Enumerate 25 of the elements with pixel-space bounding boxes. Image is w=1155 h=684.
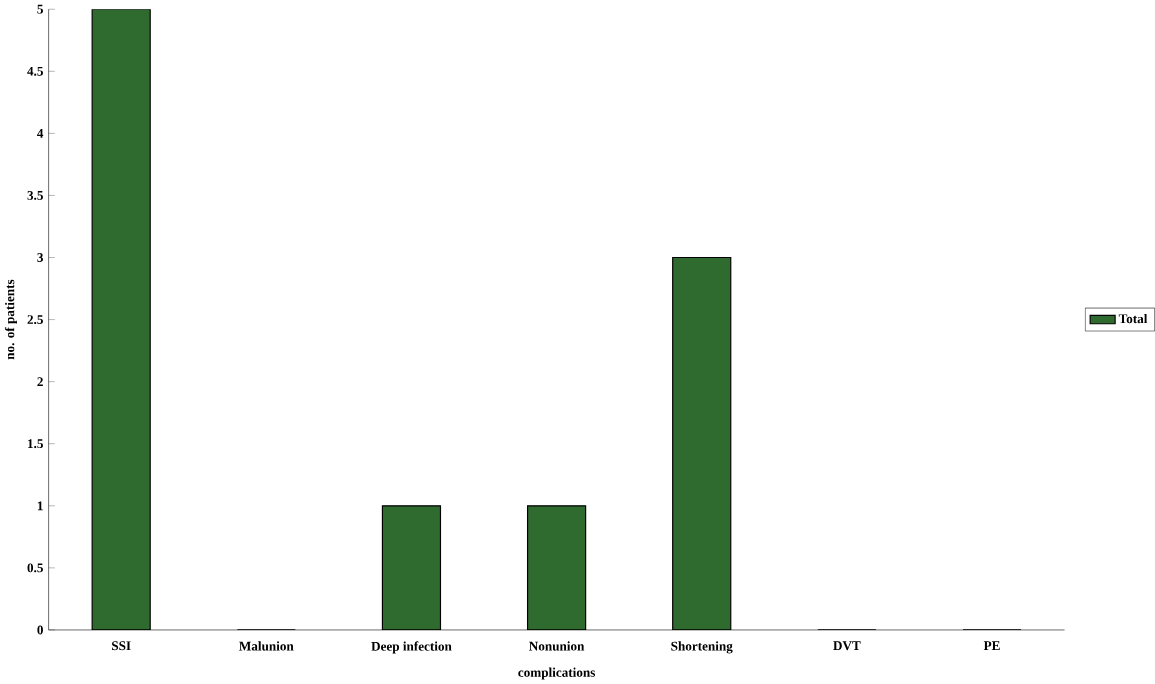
y-axis-title: no. of patients <box>4 279 17 360</box>
bar <box>526 505 587 630</box>
legend-label: Total <box>1118 313 1148 323</box>
bar <box>381 505 442 630</box>
y-tick-label: 1 <box>37 501 43 510</box>
y-tick-label: 0.5 <box>27 563 43 573</box>
y-tick-label: 2 <box>37 377 43 386</box>
y-tick-label: 2.5 <box>27 314 43 324</box>
bar <box>672 256 732 630</box>
x-tick-label: Nonunion <box>529 641 585 651</box>
y-tick-label: 5 <box>37 4 43 14</box>
x-tick-label: DVT <box>833 641 861 650</box>
x-tick-label: SSI <box>112 641 131 650</box>
y-tick-label: 4 <box>37 128 44 138</box>
x-tick-label: Deep infection <box>371 641 452 654</box>
y-tick-label: 1.5 <box>28 439 43 448</box>
y-tick-label: 3.5 <box>27 190 43 200</box>
bar <box>91 9 151 630</box>
x-axis-title: complications <box>518 667 596 680</box>
x-tick-label: PE <box>983 641 1000 650</box>
y-tick-label: 4.5 <box>27 66 43 76</box>
x-tick-label: Malunion <box>239 641 294 651</box>
x-tick-label: Shortening <box>671 641 733 654</box>
y-tick-label: 0 <box>37 625 43 635</box>
y-tick-label: 3 <box>37 252 43 262</box>
